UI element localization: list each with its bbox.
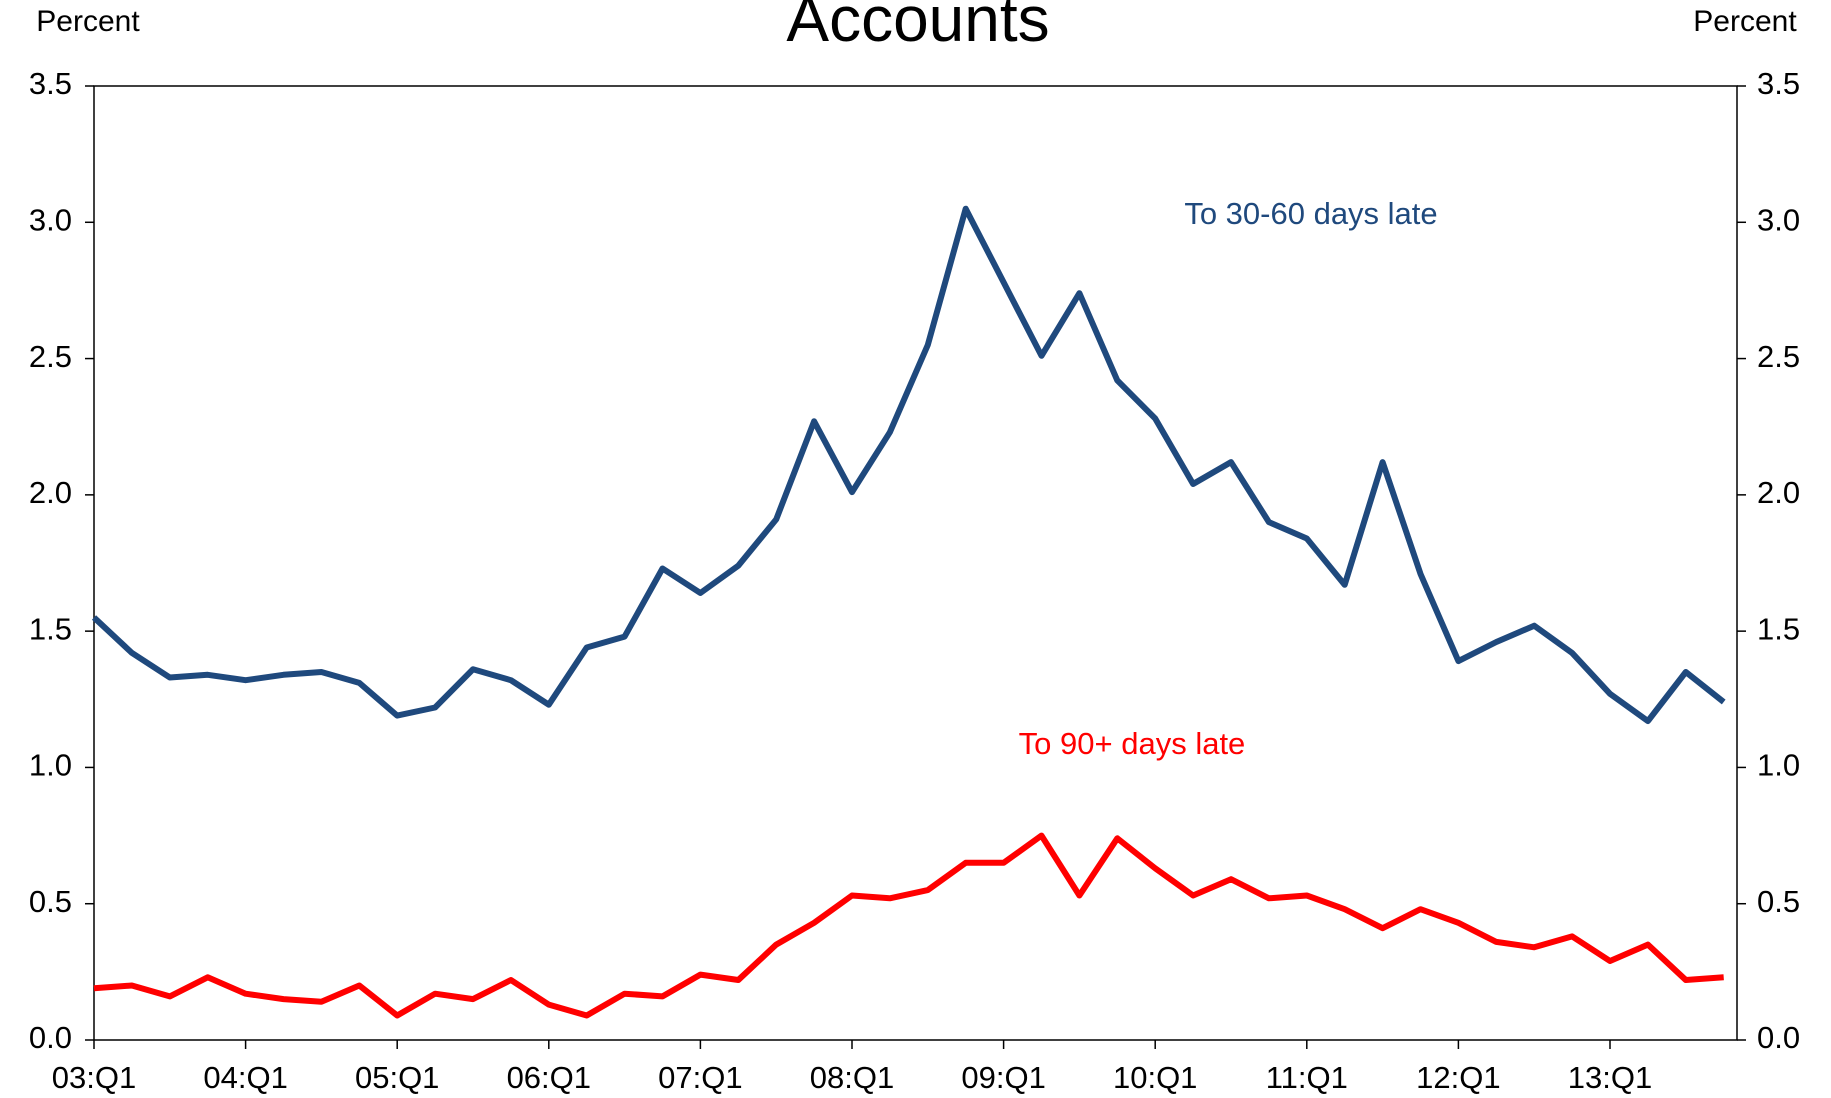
x-tick-label: 04:Q1 (203, 1060, 287, 1095)
x-tick-label: 09:Q1 (961, 1060, 1045, 1095)
x-tick-label: 08:Q1 (810, 1060, 894, 1095)
y-tick-label: 3.5 (29, 66, 72, 101)
x-tick-label: 03:Q1 (52, 1060, 136, 1095)
series-label: To 30-60 days late (1184, 196, 1437, 231)
y-tick-label: 3.0 (29, 202, 72, 237)
y-tick-label: 2.5 (29, 339, 72, 374)
x-tick-label: 12:Q1 (1416, 1060, 1500, 1095)
y-tick-label: 1.0 (29, 748, 72, 783)
series-line (91, 205, 1726, 725)
x-tick-label: 07:Q1 (658, 1060, 742, 1095)
x-tick-label: 11:Q1 (1266, 1060, 1348, 1095)
y2-tick-label: 1.5 (1757, 611, 1800, 646)
y2-tick-label: 3.0 (1757, 202, 1800, 237)
y2-tick-label: 3.5 (1757, 66, 1800, 101)
y-axis-label: Percent (36, 5, 140, 38)
y2-tick-label: 1.0 (1757, 748, 1800, 783)
x-tick-label: 13:Q1 (1568, 1060, 1652, 1095)
y-tick-label: 0.5 (29, 884, 72, 919)
x-tick-label: 05:Q1 (355, 1060, 439, 1095)
series-line (93, 832, 1724, 1019)
y-tick-label: 0.0 (29, 1020, 72, 1055)
chart-title: Accounts (786, 0, 1049, 55)
y2-tick-label: 2.5 (1757, 339, 1800, 374)
y2-tick-label: 0.5 (1757, 884, 1800, 919)
y-tick-label: 2.0 (29, 475, 72, 510)
plot-frame (93, 85, 1738, 1041)
x-tick-label: 06:Q1 (507, 1060, 591, 1095)
y2-tick-label: 0.0 (1757, 1020, 1800, 1055)
x-tick-label: 10:Q1 (1113, 1060, 1197, 1095)
y2-tick-label: 2.0 (1757, 475, 1800, 510)
y2-axis-label: Percent (1693, 5, 1797, 38)
series-label: To 90+ days late (1019, 726, 1246, 761)
y-tick-label: 1.5 (29, 611, 72, 646)
